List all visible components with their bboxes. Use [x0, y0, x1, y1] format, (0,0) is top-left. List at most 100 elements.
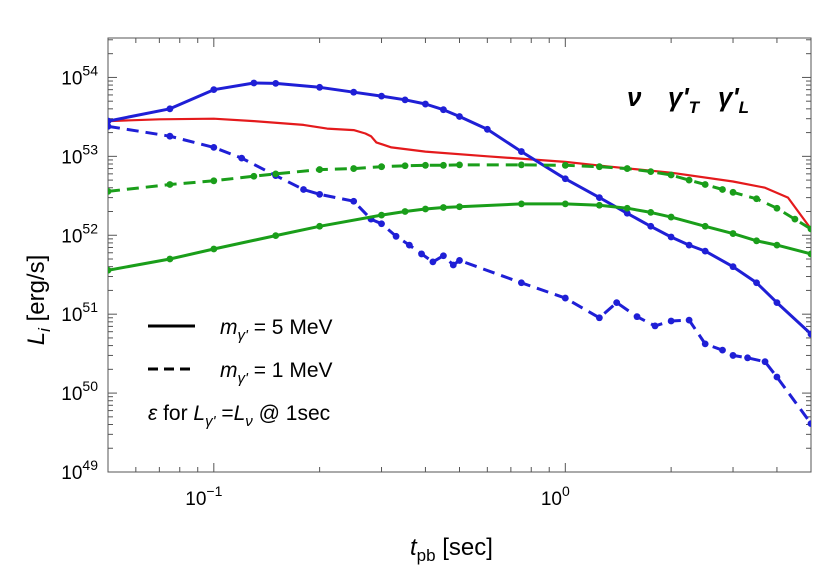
y-tick-labels: 1049 1050 1051 1052 1053 1054: [61, 62, 98, 484]
data-point-transverse_1MeV: [429, 258, 437, 266]
data-point-longitudinal_1MeV: [316, 166, 324, 173]
data-point-longitudinal: [316, 222, 324, 230]
data-point-longitudinal_1MeV: [623, 165, 631, 172]
series-group: [108, 79, 811, 428]
data-point-longitudinal_1MeV: [701, 181, 709, 188]
data-point-transverse: [456, 113, 463, 120]
data-point-longitudinal: [108, 266, 112, 274]
data-point-transverse: [272, 80, 280, 87]
data-point-transverse_1MeV: [418, 250, 425, 258]
data-point-transverse: [440, 106, 447, 114]
data-point-transverse_1MeV: [651, 322, 659, 330]
data-point-transverse_1MeV: [378, 220, 385, 228]
legend-solid-label: mγ' = 5 MeV: [220, 316, 333, 344]
data-point-transverse: [210, 86, 218, 94]
data-point-longitudinal: [595, 201, 603, 209]
data-point-transverse_1MeV: [300, 186, 307, 193]
legend-gamma-l: γ'L: [718, 82, 749, 117]
data-point-transverse: [401, 96, 409, 104]
data-point-transverse: [753, 279, 760, 287]
data-point-transverse_1MeV: [440, 252, 447, 260]
data-point-transverse_1MeV: [729, 352, 737, 359]
x-axis-label: tpb [sec]: [410, 534, 493, 565]
data-point-transverse_1MeV: [316, 190, 324, 198]
data-point-longitudinal: [456, 203, 463, 211]
data-point-longitudinal: [729, 230, 737, 237]
data-point-transverse: [595, 194, 603, 202]
data-point-transverse_1MeV: [807, 420, 811, 428]
data-point-transverse: [623, 209, 631, 217]
data-point-longitudinal: [647, 208, 655, 216]
data-point-longitudinal_1MeV: [210, 177, 218, 185]
data-point-longitudinal_1MeV: [401, 162, 409, 170]
data-point-transverse_1MeV: [595, 314, 603, 322]
data-point-longitudinal: [210, 245, 218, 253]
data-point-longitudinal_1MeV: [685, 176, 693, 184]
data-point-longitudinal_1MeV: [773, 204, 781, 212]
data-point-longitudinal: [807, 250, 811, 258]
data-point-longitudinal: [623, 204, 631, 212]
data-point-longitudinal: [272, 232, 280, 240]
data-point-longitudinal: [401, 208, 409, 215]
plot-frame: [107, 37, 812, 473]
data-point-longitudinal: [422, 205, 429, 213]
data-point-transverse_1MeV: [517, 279, 525, 287]
x-tick-label: 10−1: [185, 483, 222, 510]
data-point-transverse: [378, 92, 385, 100]
data-point-longitudinal: [440, 204, 447, 211]
data-point-longitudinal: [378, 211, 385, 219]
data-point-transverse_1MeV: [719, 346, 726, 354]
data-point-longitudinal: [166, 255, 174, 263]
data-point-transverse: [667, 233, 675, 241]
legend-nu: ν: [627, 82, 642, 112]
data-point-transverse_1MeV: [633, 313, 641, 321]
annotation-epsilon: ε for Lγ' =Lν @ 1sec: [148, 402, 330, 430]
data-point-transverse: [422, 100, 429, 108]
data-point-transverse_1MeV: [108, 122, 112, 130]
data-point-transverse: [108, 117, 112, 125]
data-point-longitudinal_1MeV: [350, 165, 358, 172]
data-point-transverse: [685, 241, 693, 249]
legend-dashed-label: mγ' = 1 MeV: [220, 359, 333, 387]
data-point-longitudinal_1MeV: [667, 171, 675, 179]
data-point-transverse: [483, 125, 491, 133]
y-axis-label: Li [erg/s]: [23, 255, 54, 346]
legend-gamma-t: γ'T: [668, 82, 701, 117]
data-point-longitudinal: [753, 237, 760, 245]
data-point-transverse: [350, 88, 358, 96]
data-point-longitudinal_1MeV: [595, 163, 603, 171]
y-tick-label: 1050: [61, 378, 98, 405]
data-point-longitudinal: [517, 200, 525, 208]
data-point-transverse: [316, 83, 324, 91]
data-point-transverse_1MeV: [210, 143, 218, 151]
data-point-longitudinal_1MeV: [108, 187, 112, 195]
data-point-longitudinal_1MeV: [166, 181, 174, 188]
data-point-longitudinal: [773, 241, 781, 249]
data-point-longitudinal_1MeV: [422, 161, 429, 169]
data-point-longitudinal_1MeV: [378, 163, 385, 171]
x-tick-labels: 10−1 100: [185, 483, 570, 510]
data-point-longitudinal_1MeV: [647, 168, 655, 176]
data-point-transverse_1MeV: [685, 316, 693, 324]
top-legend: ν γ'T γ'L: [627, 82, 749, 117]
data-point-longitudinal_1MeV: [250, 172, 258, 180]
data-point-transverse_1MeV: [613, 299, 621, 307]
data-point-longitudinal_1MeV: [719, 186, 726, 193]
data-point-longitudinal: [701, 222, 709, 230]
data-point-transverse: [166, 105, 174, 113]
data-point-transverse: [701, 247, 709, 255]
data-point-longitudinal_1MeV: [561, 161, 569, 169]
data-point-transverse_1MeV: [449, 261, 457, 269]
data-point-transverse_1MeV: [701, 340, 709, 348]
data-point-transverse_1MeV: [350, 197, 358, 205]
data-point-longitudinal_1MeV: [272, 170, 280, 178]
data-point-longitudinal: [561, 200, 569, 208]
data-point-longitudinal_1MeV: [440, 161, 447, 169]
plot-area: [108, 79, 811, 428]
y-tick-label: 1053: [61, 141, 98, 168]
data-point-transverse: [773, 299, 781, 307]
data-point-transverse: [561, 175, 569, 183]
data-point-transverse_1MeV: [392, 232, 400, 240]
data-point-transverse: [250, 79, 258, 87]
data-point-longitudinal_1MeV: [517, 161, 525, 169]
